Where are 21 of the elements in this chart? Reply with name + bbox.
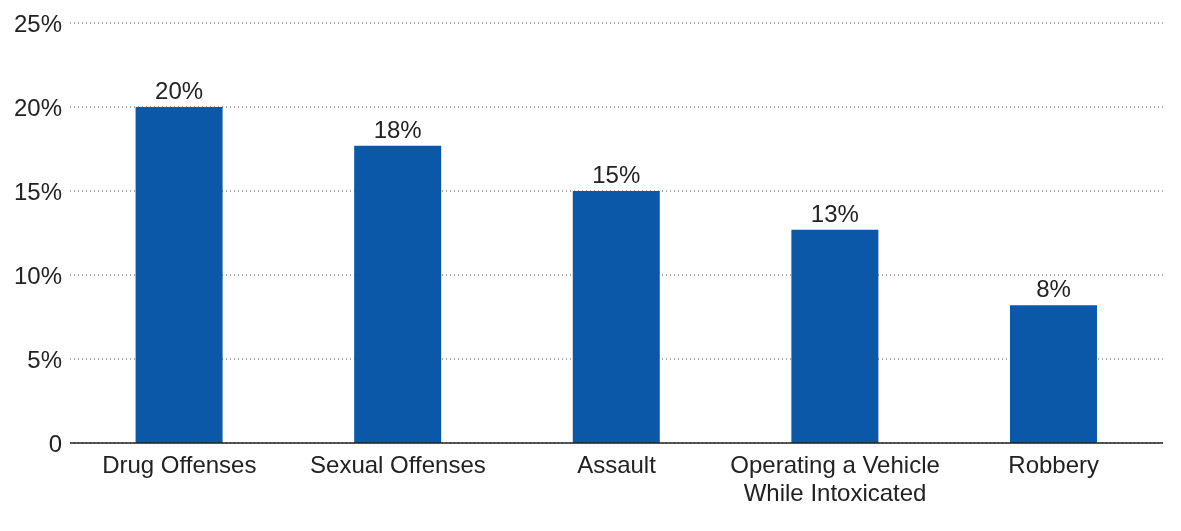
- y-tick-label: 15%: [13, 177, 62, 205]
- data-label: 15%: [592, 161, 641, 188]
- y-tick-label: 5%: [27, 345, 62, 373]
- bar: [1009, 305, 1097, 443]
- data-label: 13%: [810, 199, 859, 227]
- data-label: 8%: [1036, 275, 1071, 303]
- data-label: 18%: [373, 115, 422, 143]
- y-tick-label: 0: [48, 429, 62, 457]
- x-tick-label: Drug Offenses: [102, 451, 257, 478]
- x-tick-label: Assault: [577, 451, 657, 478]
- bar: [572, 191, 660, 443]
- bar: [791, 229, 879, 443]
- x-tick-label: Sexual Offenses: [310, 451, 486, 478]
- bar: [354, 145, 442, 443]
- y-tick-label: 25%: [13, 9, 62, 37]
- y-tick-label: 10%: [13, 261, 62, 289]
- x-tick-label: Robbery: [1008, 451, 1100, 478]
- x-tick-label: Operating a Vehicle While Intoxicated: [730, 451, 940, 506]
- data-label: 20%: [155, 77, 204, 104]
- bar: [135, 107, 223, 443]
- y-tick-label: 20%: [13, 93, 62, 121]
